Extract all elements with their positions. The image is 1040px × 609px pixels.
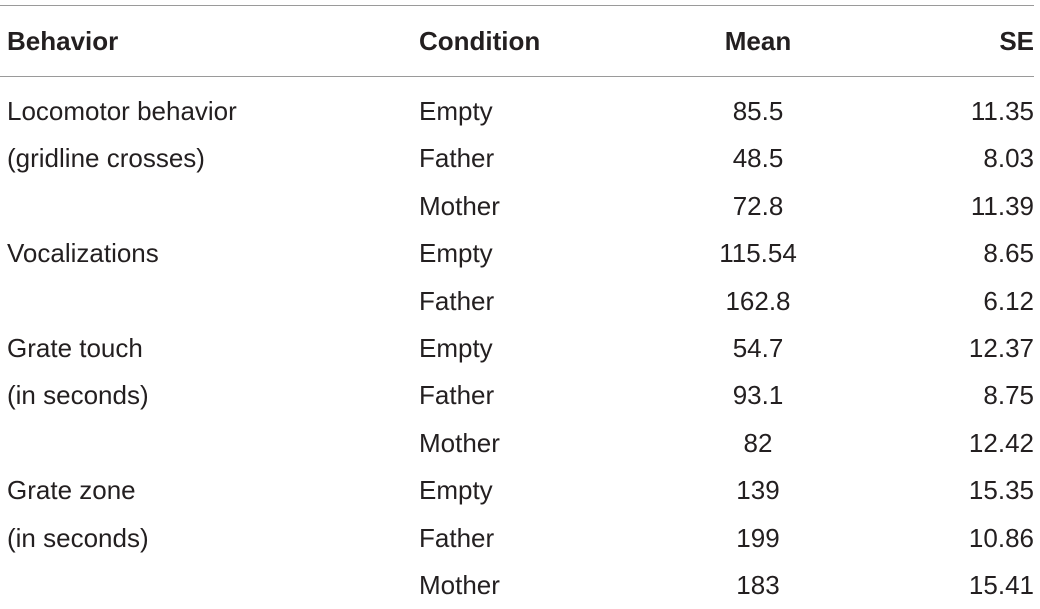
cell-se: 12.37	[968, 333, 1034, 363]
cell-behavior: Grate touch	[7, 333, 143, 363]
header-condition: Condition	[419, 26, 541, 56]
cell-se: 8.75	[983, 380, 1034, 411]
cell-mean: 115.54	[719, 238, 797, 269]
cell-mean: 93.1	[732, 380, 784, 411]
cell-se: 15.35	[968, 475, 1034, 506]
cell-condition: Empty	[419, 333, 493, 363]
table-row: Father 162.8 6.12	[0, 278, 1034, 325]
cell-condition: Father	[419, 380, 495, 411]
cell-condition: Father	[419, 522, 495, 553]
cell-se: 11.39	[970, 190, 1034, 221]
cell-se: 6.12	[983, 285, 1034, 316]
cell-condition: Empty	[419, 96, 493, 126]
header-se: SE	[999, 26, 1034, 56]
cell-condition: Mother	[419, 570, 500, 600]
table-top-rule	[0, 5, 1034, 6]
table-row: Grate touch Empty 54.7 12.37	[0, 325, 1034, 372]
cell-behavior: (in seconds)	[7, 522, 149, 553]
cell-condition: Empty	[419, 238, 493, 269]
cell-mean: 85.5	[732, 96, 784, 126]
table-row: Grate zone Empty 139 15.35	[0, 467, 1034, 514]
cell-mean: 82	[743, 427, 773, 458]
cell-mean: 54.7	[732, 333, 784, 363]
cell-se: 11.35	[970, 96, 1034, 126]
cell-behavior: Locomotor behavior	[7, 96, 237, 126]
table-header-rule	[0, 76, 1034, 77]
table-row: Mother 82 12.42	[0, 420, 1034, 467]
cell-behavior: (gridline crosses)	[7, 143, 205, 174]
table-row: (in seconds) Father 199 10.86	[0, 515, 1034, 562]
cell-condition: Father	[419, 143, 495, 174]
cell-condition: Father	[419, 285, 495, 316]
cell-condition: Mother	[419, 190, 500, 221]
cell-se: 15.41	[968, 570, 1034, 600]
table-row: Mother 72.8 11.39	[0, 183, 1034, 230]
cell-se: 8.65	[983, 238, 1034, 269]
cell-se: 10.86	[968, 522, 1034, 553]
cell-mean: 48.5	[732, 143, 784, 174]
cell-behavior: Vocalizations	[7, 238, 159, 269]
cell-behavior: Grate zone	[7, 475, 136, 506]
header-mean: Mean	[724, 26, 792, 56]
cell-mean: 199	[736, 522, 780, 553]
cell-se: 8.03	[983, 143, 1034, 174]
cell-condition: Empty	[419, 475, 493, 506]
cell-condition: Mother	[419, 427, 500, 458]
cell-behavior: (in seconds)	[7, 380, 149, 411]
table-row: Mother 183 15.41	[0, 562, 1034, 609]
cell-mean: 162.8	[725, 285, 791, 316]
table-row: Vocalizations Empty 115.54 8.65	[0, 230, 1034, 277]
table-header-row: Behavior Condition Mean SE	[0, 18, 1034, 65]
cell-mean: 72.8	[732, 190, 784, 221]
cell-mean: 139	[736, 475, 780, 506]
table-row: (gridline crosses) Father 48.5 8.03	[0, 135, 1034, 182]
cell-se: 12.42	[968, 427, 1034, 458]
table-row: Locomotor behavior Empty 85.5 11.35	[0, 88, 1034, 135]
cell-mean: 183	[736, 570, 780, 600]
header-behavior: Behavior	[7, 26, 119, 56]
table-row: (in seconds) Father 93.1 8.75	[0, 372, 1034, 419]
